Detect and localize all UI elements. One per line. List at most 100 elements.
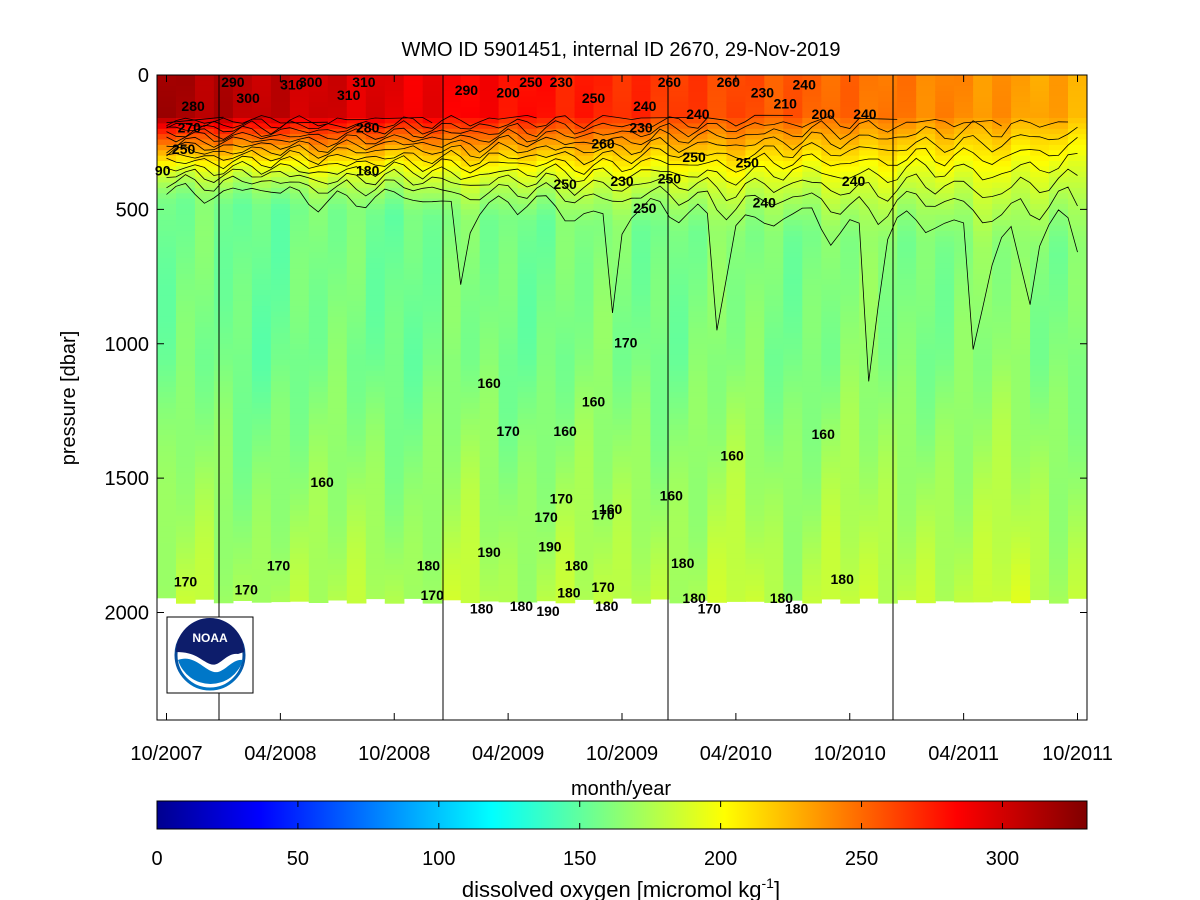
y-tick-label: 1500	[105, 468, 150, 490]
field-cell	[460, 440, 481, 447]
field-cell	[289, 273, 310, 280]
field-cell	[176, 472, 196, 479]
field-cell	[536, 316, 557, 323]
field-cell	[195, 236, 215, 243]
field-cell	[289, 101, 310, 108]
field-cell	[726, 161, 746, 167]
field-cell	[593, 359, 614, 366]
field-cell	[783, 569, 803, 576]
field-cell	[1049, 91, 1069, 98]
field-cell	[631, 171, 652, 178]
field-cell	[213, 284, 234, 291]
field-cell	[346, 134, 367, 141]
field-cell	[859, 91, 879, 98]
field-cell	[384, 542, 405, 549]
field-cell	[1049, 359, 1069, 366]
field-cell	[764, 359, 784, 366]
field-cell	[498, 327, 519, 334]
field-cell	[195, 526, 215, 533]
field-cell	[1030, 467, 1050, 474]
field-cell	[346, 241, 367, 248]
field-cell	[1011, 435, 1031, 442]
field-cell	[403, 327, 424, 334]
field-cell	[726, 435, 746, 442]
field-cell	[878, 198, 898, 205]
field-cell	[536, 531, 557, 538]
field-cell	[840, 123, 860, 130]
field-cell	[916, 300, 936, 307]
field-cell	[992, 531, 1012, 538]
field-cell	[574, 333, 595, 339]
field-cell	[669, 548, 689, 554]
field-cell	[688, 80, 708, 87]
field-cell	[916, 456, 936, 463]
field-cell	[289, 354, 310, 361]
field-cell	[232, 322, 253, 329]
field-cell	[384, 306, 405, 313]
field-cell	[802, 284, 822, 291]
field-cell	[897, 381, 917, 388]
field-cell	[422, 322, 443, 329]
field-cell	[1068, 478, 1087, 485]
field-cell	[1049, 585, 1069, 592]
field-cell	[745, 236, 765, 243]
field-cell	[176, 402, 196, 409]
field-cell	[213, 306, 234, 313]
field-cell	[498, 230, 519, 237]
field-cell	[821, 440, 841, 447]
field-cell	[422, 548, 443, 554]
field-cell	[574, 134, 595, 141]
field-cell	[935, 322, 955, 329]
field-cell	[726, 295, 746, 302]
field-cell	[1011, 515, 1031, 522]
field-cell	[745, 548, 765, 554]
field-cell	[916, 569, 936, 576]
field-cell	[707, 112, 727, 119]
field-cell	[726, 118, 746, 124]
field-cell	[327, 521, 348, 528]
field-cell	[213, 118, 234, 124]
field-cell	[213, 198, 234, 205]
field-cell	[973, 456, 993, 463]
field-cell	[365, 596, 386, 600]
field-cell	[460, 392, 481, 399]
field-cell	[422, 397, 443, 404]
field-cell	[479, 569, 500, 576]
field-cell	[954, 85, 974, 92]
field-cell	[536, 349, 557, 356]
field-cell	[764, 101, 784, 108]
field-cell	[346, 171, 367, 178]
field-cell	[213, 548, 234, 554]
field-cell	[992, 101, 1012, 108]
field-cell	[270, 408, 291, 415]
field-cell	[555, 327, 576, 334]
field-cell	[536, 451, 557, 458]
field-cell	[821, 397, 841, 404]
field-cell	[346, 144, 367, 151]
field-cell	[157, 225, 177, 232]
y-tick-label: 1000	[105, 334, 150, 356]
field-cell	[1068, 134, 1087, 141]
field-cell	[897, 542, 917, 549]
field-cell	[327, 166, 348, 173]
field-cell	[441, 505, 462, 511]
field-cell	[384, 499, 405, 506]
field-cell	[327, 236, 348, 243]
field-cell	[1030, 333, 1050, 339]
field-cell	[574, 225, 595, 232]
field-cell	[745, 397, 765, 404]
field-cell	[1049, 596, 1069, 603]
field-cell	[859, 397, 879, 404]
field-cell	[593, 494, 614, 501]
field-cell	[897, 392, 917, 399]
field-cell	[441, 214, 462, 221]
field-cell	[669, 521, 689, 528]
field-cell	[650, 365, 671, 372]
field-cell	[897, 80, 917, 87]
field-cell	[574, 204, 595, 210]
field-cell	[157, 440, 177, 447]
field-cell	[441, 569, 462, 576]
field-cell	[346, 381, 367, 388]
field-cell	[764, 456, 784, 463]
field-cell	[346, 585, 367, 592]
